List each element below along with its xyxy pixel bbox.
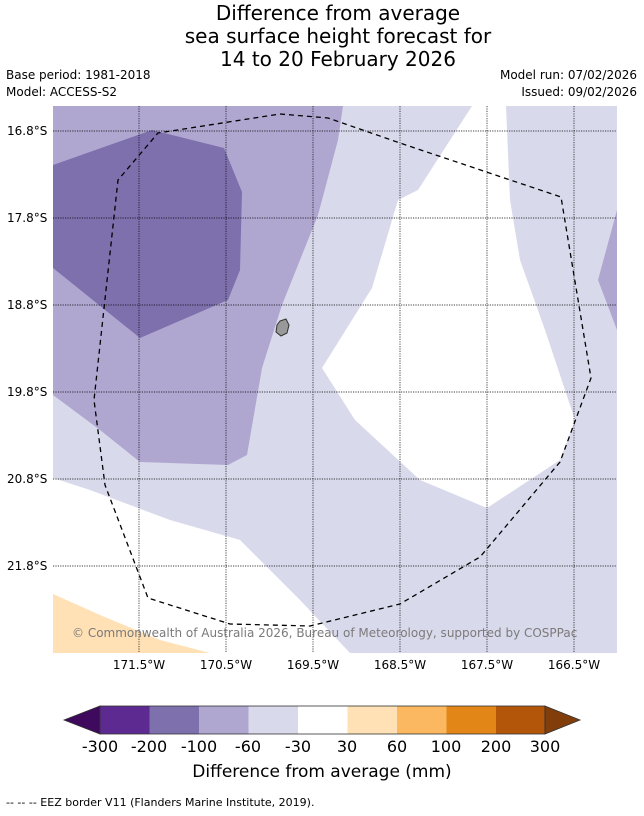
- colorbar-tick-7: 100: [430, 737, 462, 756]
- lon-label-4: 168.5°W: [373, 658, 427, 672]
- colorbar-tick-3: -60: [234, 737, 262, 756]
- title-line-3: 14 to 20 February 2026: [220, 47, 456, 71]
- lat-label-2: 17.8°S: [7, 211, 48, 225]
- lon-label-6: 166.5°W: [547, 658, 601, 672]
- colorbar-tick-4: -30: [284, 737, 312, 756]
- colorbar-seg-2: [199, 706, 249, 734]
- map-canvas: [53, 106, 617, 653]
- anomaly-zone-near-zero-south: [53, 478, 350, 653]
- meta-right: Model run: 07/02/2026 Issued: 09/02/2026: [500, 67, 637, 101]
- lat-label-3: 18.8°S: [7, 298, 48, 312]
- colorbar-seg-5: [347, 706, 397, 734]
- lon-label-3: 169.5°W: [286, 658, 340, 672]
- anomaly-zone-minus100-200: [53, 130, 242, 338]
- colorbar-tick-8: 200: [480, 737, 512, 756]
- anomaly-zone-near-zero: [322, 106, 575, 508]
- colorbar-tick-9: 300: [529, 737, 561, 756]
- lat-label-6: 21.8°S: [7, 559, 48, 573]
- map-title: Difference from average sea surface heig…: [0, 2, 644, 71]
- model-name: Model: ACCESS-S2: [6, 85, 118, 99]
- anomaly-zone-minus60-100-east: [598, 210, 617, 330]
- colorbar: [62, 705, 582, 735]
- anomaly-zone-positive-30-60: [53, 594, 210, 653]
- colorbar-outline: [99, 705, 546, 735]
- lon-label-5: 167.5°W: [460, 658, 514, 672]
- base-period: Base period: 1981-2018: [6, 68, 151, 82]
- niue-island: [275, 318, 290, 337]
- issued-date: Issued: 09/02/2026: [521, 85, 637, 99]
- meta-left: Base period: 1981-2018 Model: ACCESS-S2: [6, 67, 151, 101]
- colorbar-cap-high: [544, 705, 582, 735]
- grid-lines: [53, 106, 617, 653]
- colorbar-seg-3: [248, 706, 298, 734]
- title-line-2: sea surface height forecast for: [184, 24, 492, 48]
- lon-label-1: 171.5°W: [112, 658, 166, 672]
- colorbar-tick-6: 60: [386, 737, 408, 756]
- lat-label-4: 19.8°S: [7, 385, 48, 399]
- colorbar-seg-4: [298, 706, 348, 734]
- colorbar-tick-1: -200: [130, 737, 168, 756]
- colorbar-seg-0: [100, 706, 150, 734]
- colorbar-seg-6: [397, 706, 447, 734]
- colorbar-tick-0: -300: [81, 737, 119, 756]
- colorbar-label: Difference from average (mm): [192, 762, 452, 782]
- colorbar-tick-5: 30: [336, 737, 358, 756]
- eez-footnote: -- -- -- EEZ border V11 (Flanders Marine…: [6, 796, 315, 809]
- model-run: Model run: 07/02/2026: [499, 68, 637, 82]
- lat-label-5: 20.8°S: [7, 472, 48, 486]
- colorbar-seg-7: [446, 706, 496, 734]
- lat-label-1: 16.8°S: [7, 124, 48, 138]
- colorbar-seg-8: [496, 706, 545, 734]
- colorbar-tick-2: -100: [180, 737, 218, 756]
- colorbar-seg-1: [149, 706, 199, 734]
- lon-label-2: 170.5°W: [199, 658, 253, 672]
- copyright-notice: © Commonwealth of Australia 2026, Bureau…: [72, 626, 578, 640]
- colorbar-cap-low: [62, 705, 101, 735]
- eez-border: [93, 113, 592, 627]
- title-line-1: Difference from average: [215, 1, 461, 25]
